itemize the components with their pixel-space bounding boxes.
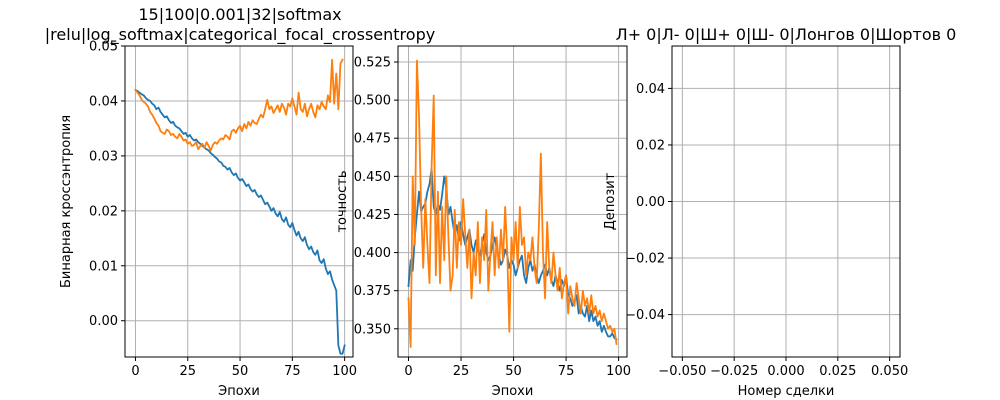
chart-title-line: Л+ 0|Л- 0|Ш+ 0|Ш- 0|Лонгов 0|Шортов 0 xyxy=(616,25,957,44)
y-tick-label: 0.00 xyxy=(636,195,665,210)
y-tick-label: 0.350 xyxy=(354,322,391,337)
x-tick-label: 50 xyxy=(232,364,249,379)
y-tick-label: 0.00 xyxy=(89,314,118,329)
y-tick-label: −0.02 xyxy=(625,252,665,267)
x-tick-label: 0.050 xyxy=(871,364,908,379)
x-tick-label: 75 xyxy=(284,364,301,379)
chart-title-line: |relu|log_softmax|categorical_focal_cros… xyxy=(45,25,435,45)
x-tick-label: 50 xyxy=(505,364,522,379)
loss-chart-panel: 0 25 50 75 100 0.00 0.01 0.02 0.03 0.04 0.05 Эпохи Б… xyxy=(45,5,435,399)
y-tick-label: 0.500 xyxy=(354,94,391,109)
x-tick-label: 25 xyxy=(179,364,196,379)
y-tick-label: 0.450 xyxy=(354,170,391,185)
chart-title-line: 15|100|0.001|32|softmax xyxy=(138,5,341,24)
y-tick-label: 0.04 xyxy=(636,82,665,97)
y-tick-label: 0.525 xyxy=(354,56,391,71)
x-axis-label: Эпохи xyxy=(218,384,260,399)
x-tick-label: 0.000 xyxy=(767,364,804,379)
y-tick-label: 0.400 xyxy=(354,246,391,261)
x-tick-label: 0 xyxy=(131,364,139,379)
x-tick-label: −0.050 xyxy=(658,364,706,379)
accuracy-chart-panel: 0 25 50 75 100 0.350 0.375 0.400 0.425 0.450 0.475… xyxy=(335,45,631,399)
y-axis-label: Бинарная кроссэнтропия xyxy=(59,115,74,288)
x-tick-label: 100 xyxy=(606,364,631,379)
x-tick-label: 100 xyxy=(332,364,357,379)
y-tick-label: −0.04 xyxy=(625,308,665,323)
y-axis-label: точность xyxy=(335,170,350,232)
x-tick-label: −0.025 xyxy=(710,364,758,379)
x-tick-label: 25 xyxy=(453,364,470,379)
deposit-chart-panel: −0.050 −0.025 0.000 0.025 0.050 −0.04 −0.02 0.0… xyxy=(603,25,956,399)
x-tick-label: 0.025 xyxy=(819,364,856,379)
validation-series-line xyxy=(407,59,618,348)
x-axis-label: Эпохи xyxy=(492,384,534,399)
y-tick-label: 0.375 xyxy=(354,284,391,299)
y-tick-label: 0.02 xyxy=(89,204,118,219)
plot-frame xyxy=(124,45,354,358)
x-tick-label: 0 xyxy=(404,364,412,379)
x-tick-label: 75 xyxy=(558,364,575,379)
y-tick-label: 0.03 xyxy=(89,149,118,164)
y-tick-label: 0.425 xyxy=(354,208,391,223)
x-axis-label: Номер сделки xyxy=(738,384,835,399)
train-series-line xyxy=(134,88,346,355)
y-axis-label: Депозит xyxy=(603,172,618,230)
validation-series-line xyxy=(134,58,344,152)
plot-frame xyxy=(397,45,628,358)
y-tick-label: 0.04 xyxy=(89,94,118,109)
y-tick-label: 0.475 xyxy=(354,132,391,147)
y-tick-label: 0.05 xyxy=(89,40,118,55)
y-tick-label: 0.02 xyxy=(636,138,665,153)
y-tick-label: 0.01 xyxy=(89,259,118,274)
